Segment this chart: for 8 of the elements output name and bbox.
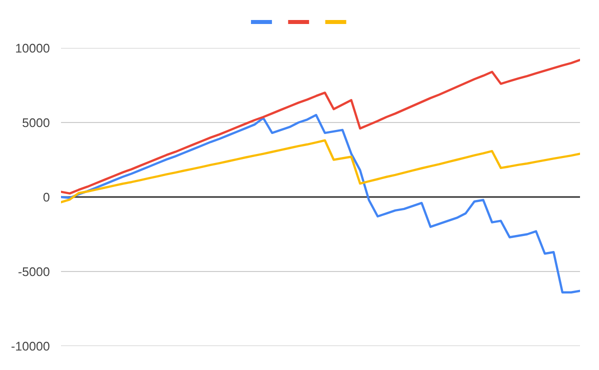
y-tick-label: 0 bbox=[43, 192, 50, 202]
y-tick-label: 10000 bbox=[16, 44, 50, 53]
y-tick-label: -10000 bbox=[12, 342, 50, 351]
line-series bbox=[61, 58, 580, 195]
y-tick-label: 5000 bbox=[22, 118, 50, 128]
line-series bbox=[61, 139, 580, 204]
line-series bbox=[61, 114, 580, 294]
y-tick-label: -5000 bbox=[18, 267, 50, 276]
